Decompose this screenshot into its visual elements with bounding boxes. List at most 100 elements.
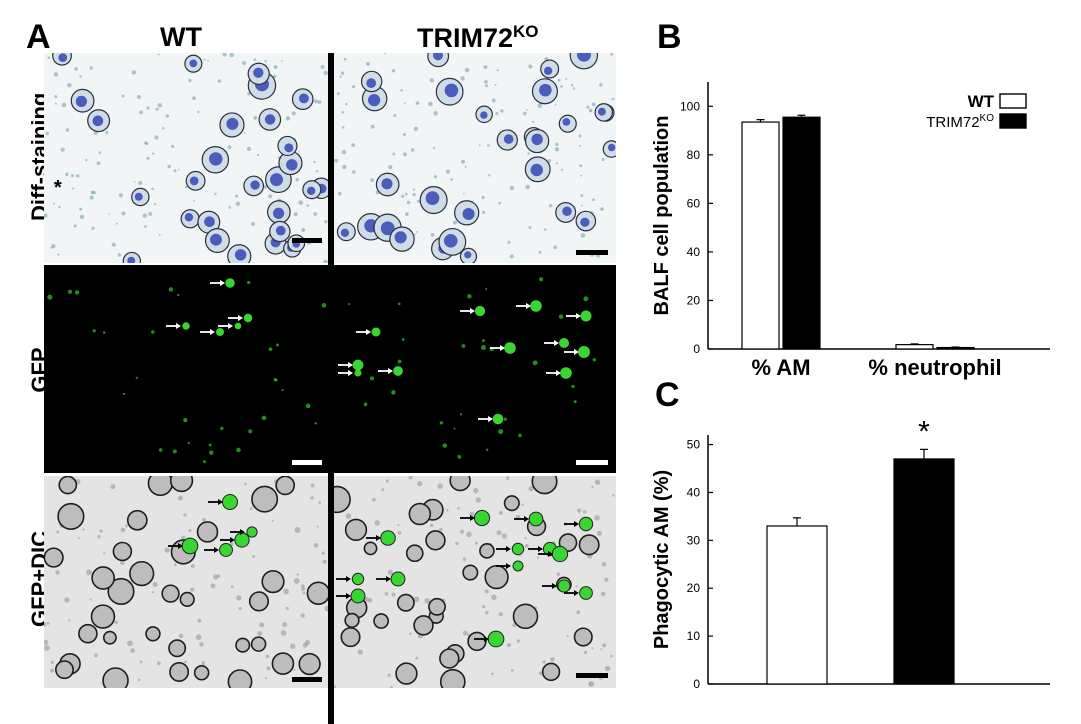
legend-swatch [999, 113, 1027, 129]
legend-label: WT [968, 92, 995, 111]
cell [405, 544, 424, 563]
cell [413, 615, 434, 636]
cell [161, 584, 180, 603]
cell [227, 669, 253, 688]
column-divider [328, 53, 334, 724]
column-header-wt: WT [160, 22, 202, 52]
bar [766, 525, 828, 685]
cell [340, 627, 361, 648]
scale-bar [576, 673, 608, 678]
x-category-label: % AM [751, 355, 810, 380]
cell [344, 612, 360, 629]
cell [344, 518, 368, 541]
cell [57, 502, 85, 531]
bar [936, 346, 975, 350]
dic-wt-cells [44, 476, 328, 688]
y-tick-label: 0 [693, 677, 700, 691]
cell [90, 604, 116, 629]
image-gfp-wt [44, 265, 328, 473]
cell [439, 668, 466, 688]
y-tick-label: 0 [693, 342, 700, 356]
panel-c-letter: C [655, 376, 680, 414]
bar [893, 458, 955, 685]
cell [408, 502, 432, 526]
cell [169, 662, 190, 682]
bar [895, 344, 934, 350]
legend-swatch [999, 93, 1027, 109]
chart-b-balf: 0 20 40 60 80 100 BALF cell population % AM % ne… [651, 82, 1050, 380]
cell [112, 541, 133, 562]
scale-bar [292, 460, 322, 465]
cell [235, 637, 251, 653]
cell [531, 476, 558, 495]
cell [107, 577, 135, 606]
cell [147, 476, 174, 497]
y-tick-label: 20 [687, 581, 701, 595]
legend-label-sup: KO [980, 113, 995, 124]
panel-b-letter: B [657, 18, 682, 56]
scale-bar [576, 460, 608, 465]
image-dic-wt [44, 476, 328, 688]
y-tick-label: 100 [680, 99, 700, 113]
cell [168, 639, 187, 658]
scale-bar [576, 250, 608, 255]
gfp-ko-signal [338, 277, 597, 459]
asterisk-mark: * [54, 177, 62, 199]
cell [578, 534, 600, 556]
cell [91, 566, 116, 590]
diff-wt-cells [44, 53, 328, 263]
cell [126, 509, 148, 531]
cell [248, 591, 270, 612]
cell [129, 560, 155, 587]
cell [512, 603, 539, 630]
significance-star: * [918, 415, 930, 448]
cell [298, 652, 321, 676]
cell [373, 613, 390, 629]
cell [467, 631, 487, 652]
bar [782, 116, 821, 350]
cell [503, 495, 520, 512]
image-diff-ko [334, 53, 616, 263]
cell [169, 476, 194, 493]
dic-ko-cells [334, 476, 615, 688]
cell [145, 626, 161, 642]
cell [102, 667, 129, 688]
y-tick-label: 40 [687, 245, 701, 259]
cell [271, 652, 295, 675]
y-tick-label: 40 [687, 485, 701, 499]
scale-bar [292, 238, 322, 243]
cell [449, 476, 471, 492]
y-tick-label: 60 [687, 196, 701, 210]
cell [334, 485, 351, 514]
panel-a-letter: A [26, 18, 51, 56]
y-tick-label: 50 [687, 438, 701, 452]
column-header-trim72ko-base: TRIM72 [417, 23, 514, 53]
cell [428, 597, 446, 616]
scale-bar [292, 677, 322, 682]
y-axis-label: BALF cell population [651, 116, 673, 316]
cell [55, 660, 74, 680]
cell [251, 485, 279, 513]
cell [196, 521, 219, 543]
column-header-trim72ko-sup: KO [513, 22, 539, 41]
cell [179, 591, 195, 607]
cell [541, 662, 561, 682]
image-diff-wt: * [44, 53, 328, 263]
cell [395, 662, 418, 685]
cell [425, 530, 446, 551]
x-category-label: % neutrophil [868, 355, 1001, 380]
image-dic-ko [334, 476, 616, 688]
legend-label: TRIM72KO [926, 113, 994, 131]
chart-c-phagocytic: 0 10 20 30 40 50 Phagocytic AM (%) * [651, 415, 1050, 691]
cell [462, 564, 479, 581]
cell [102, 630, 117, 645]
y-tick-label: 10 [687, 629, 701, 643]
cell [439, 648, 460, 669]
cell [573, 627, 593, 647]
cell [44, 547, 64, 568]
cell [275, 476, 296, 496]
cell [484, 564, 509, 590]
image-gfp-ko [334, 265, 616, 473]
cell [193, 664, 210, 681]
cell [306, 581, 328, 606]
